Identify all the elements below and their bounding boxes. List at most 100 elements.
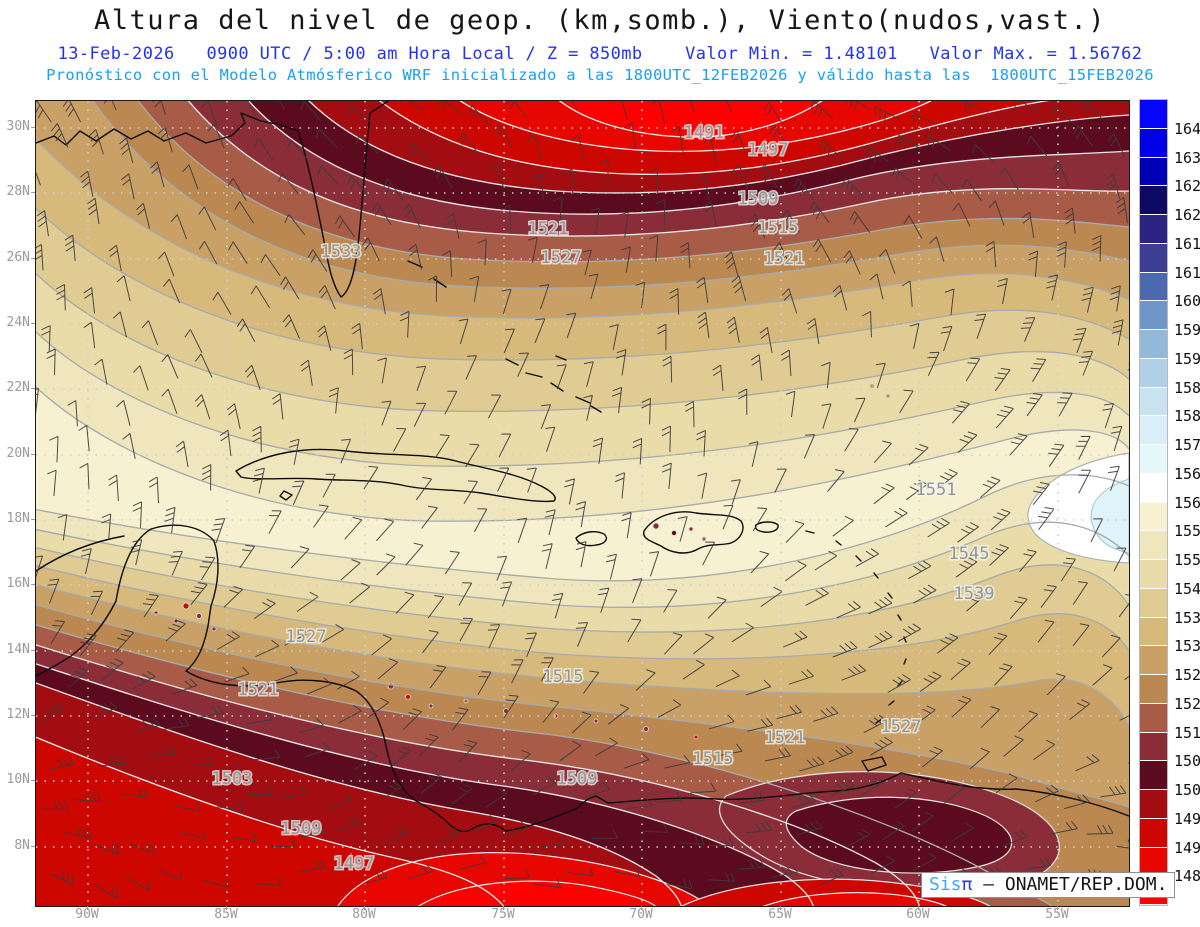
- contour-label: 1527: [541, 248, 582, 268]
- band-blob: [762, 892, 948, 906]
- colorbar-segment: [1140, 617, 1167, 646]
- contour-label: 1551: [916, 480, 957, 500]
- lon-tick-label: 65W: [768, 907, 792, 922]
- contour-label: 1539: [954, 584, 995, 604]
- colorbar-label: 1599: [1174, 321, 1200, 339]
- lat-tick-mark: [31, 258, 35, 259]
- contour-line: [558, 101, 823, 138]
- colorbar-label: 1569: [1174, 464, 1200, 483]
- contour-label: 1515: [693, 749, 734, 769]
- contour-label: 1527: [881, 717, 922, 737]
- lat-tick-label: 16N: [6, 576, 30, 591]
- lon-tick-mark: [641, 906, 642, 910]
- colorbar-label: 1503: [1174, 781, 1200, 799]
- colorbar-label: 1521: [1174, 694, 1200, 713]
- contour-line: [36, 547, 1129, 633]
- colorbar-label: 1587: [1174, 378, 1200, 397]
- lat-tick-label: 20N: [6, 446, 30, 461]
- chart-subtitle-validtime: 13-Feb-2026 0900 UTC / 5:00 am Hora Loca…: [57, 44, 1143, 64]
- watermark-brand: Sis: [929, 874, 962, 895]
- contour-line: [247, 101, 1129, 215]
- lat-tick-label: 30N: [6, 119, 30, 134]
- colorbar-segment: [1140, 560, 1167, 588]
- lat-tick-label: 18N: [6, 511, 30, 526]
- contour-line: [187, 101, 1129, 237]
- colorbar-segment: [1140, 818, 1167, 847]
- colorbar-segment: [1140, 358, 1167, 387]
- colorbar-segment: [1140, 387, 1167, 416]
- contour-line: [36, 663, 814, 906]
- lat-tick-label: 8N: [14, 838, 30, 853]
- lat-tick-mark: [31, 650, 35, 651]
- contour-label: 1521: [764, 249, 805, 269]
- contour-label: 1509: [557, 769, 598, 789]
- contour-line: [36, 682, 682, 906]
- lat-tick-label: 26N: [6, 250, 30, 265]
- lat-tick-label: 10N: [6, 772, 30, 787]
- colorbar-segment: [1140, 301, 1167, 329]
- colorbar-segment: [1140, 445, 1167, 473]
- chart-subtitle-model: Pronóstico con el Modelo Atmósferico WRF…: [46, 66, 1154, 84]
- contour-label: 1515: [543, 667, 584, 687]
- band-blob: [785, 796, 1013, 874]
- contour-line: [137, 101, 1129, 263]
- contour-line: [308, 101, 1129, 194]
- lon-tick-label: 80W: [352, 907, 376, 922]
- lon-tick-mark: [780, 906, 781, 910]
- watermark-badge: Sisπ – ONAMET/REP.DOM.: [921, 872, 1176, 898]
- colorbar-label: 1485: [1174, 867, 1200, 886]
- colorbar-segment: [1140, 473, 1167, 502]
- contour-line: [36, 565, 1129, 660]
- contour-label: 1545: [949, 544, 990, 564]
- colorbar-label: 1497: [1174, 809, 1200, 828]
- lat-tick-mark: [31, 715, 35, 716]
- lat-tick-label: 12N: [6, 707, 30, 722]
- colorbar-label: 1629: [1174, 177, 1200, 196]
- lon-tick-label: 60W: [906, 907, 930, 922]
- band-fill: [36, 737, 504, 906]
- lon-tick-label: 55W: [1045, 907, 1069, 922]
- colorbar-segment: [1140, 761, 1167, 789]
- colorbar-label: 1575: [1174, 436, 1200, 454]
- lat-tick-mark: [31, 519, 35, 520]
- wind-barbs: [36, 101, 1129, 899]
- colorbar-label: 1545: [1174, 579, 1200, 598]
- lon-tick-mark: [87, 906, 88, 910]
- lat-tick-mark: [31, 388, 35, 389]
- colorbar-label: 1557: [1174, 522, 1200, 541]
- colorbar-label: 1623: [1174, 206, 1200, 224]
- colorbar-segment: [1140, 646, 1167, 674]
- lon-tick-label: 90W: [75, 907, 99, 922]
- graticule-grid: [36, 101, 1129, 906]
- contour-line: [36, 521, 1129, 609]
- band-fill: [559, 101, 822, 138]
- contour-label: 1503: [212, 769, 253, 789]
- colorbar-label: 1593: [1174, 349, 1200, 368]
- colorbar-label: 1617: [1174, 234, 1200, 253]
- colorbar-label: 1635: [1174, 148, 1200, 167]
- lon-tick-mark: [918, 906, 919, 910]
- colorbar-segment: [1140, 157, 1167, 186]
- chart-title: Altura del nivel de geop. (km,somb.), Vi…: [93, 5, 1107, 36]
- lat-tick-mark: [31, 584, 35, 585]
- contour-label: 1527: [286, 627, 327, 647]
- watermark-pi: π: [961, 874, 973, 895]
- colorbar-segment: [1140, 215, 1167, 243]
- colorbar-segment: [1140, 272, 1167, 301]
- lon-tick-mark: [503, 906, 504, 910]
- contour-line: [36, 207, 1129, 361]
- colorbar-segment: [1140, 732, 1167, 761]
- colorbar-segment: [1140, 502, 1167, 531]
- contour-line: [36, 138, 1129, 319]
- colorbar-segment: [1140, 703, 1167, 732]
- watermark-org: [972, 874, 983, 895]
- lat-tick-label: 24N: [6, 315, 30, 330]
- colorbar-segment: [1140, 330, 1167, 358]
- contour-line: [36, 474, 1129, 582]
- lat-tick-label: 22N: [6, 380, 30, 395]
- colorbar-label: 1527: [1174, 666, 1200, 684]
- colorbar-segment: [1140, 531, 1167, 559]
- colorbar-segment: [1140, 847, 1167, 876]
